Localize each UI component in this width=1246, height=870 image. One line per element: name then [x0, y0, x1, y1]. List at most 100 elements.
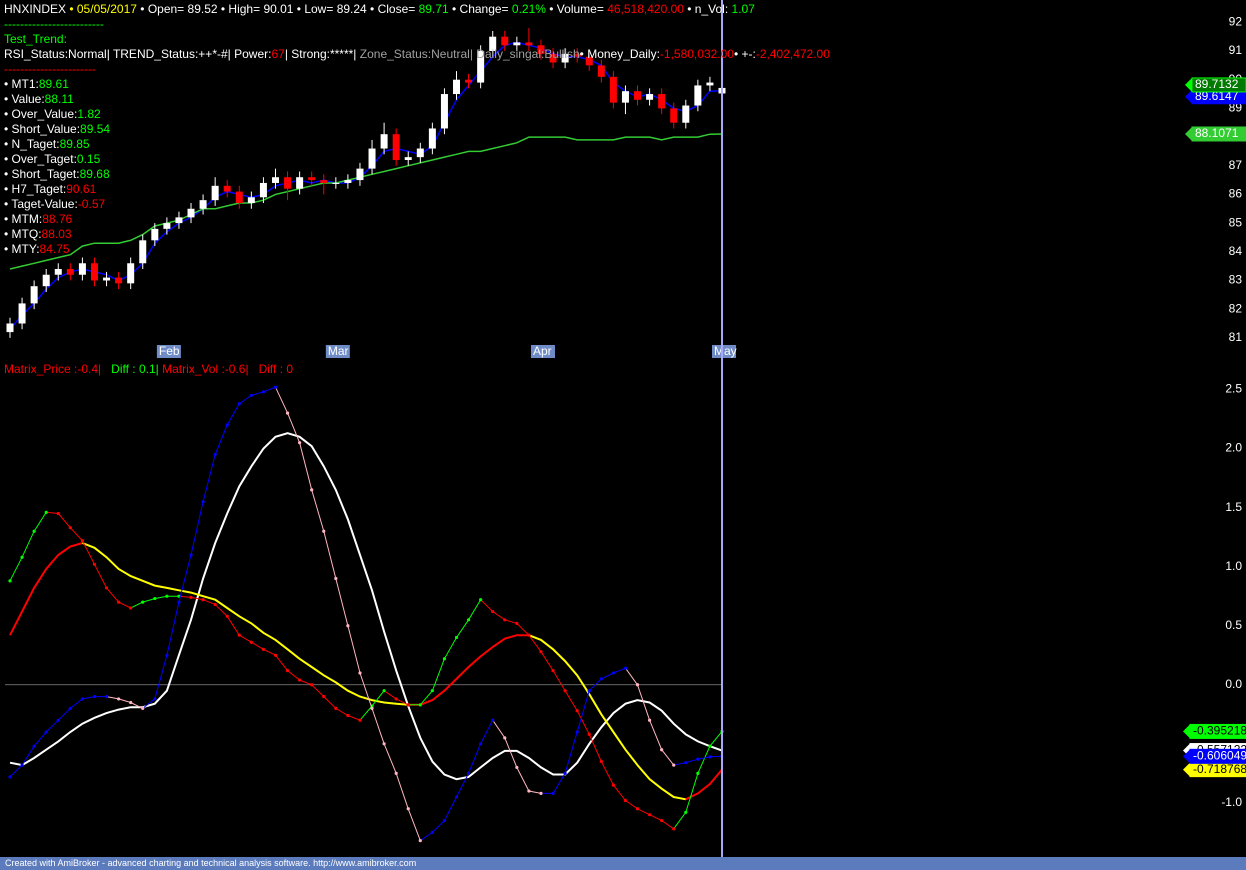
- marker: [599, 759, 603, 764]
- marker: [56, 511, 60, 516]
- indicator-line: [9, 512, 47, 582]
- trend-title: Test_Trend:: [4, 32, 67, 46]
- y-tick-label: -1.0: [1221, 795, 1242, 809]
- marker: [394, 771, 398, 775]
- text-segment: • 05/05/2017: [66, 2, 137, 16]
- text-segment: Zone_Status:Neutral| Daily_singal:Bullis…: [359, 47, 580, 61]
- candle-body: [573, 53, 581, 57]
- marker: [189, 553, 193, 557]
- indicator-item: • Over_Taget:0.15: [4, 152, 100, 166]
- marker: [346, 713, 350, 718]
- marker: [660, 818, 664, 823]
- value-tag-arrow: [1183, 749, 1190, 764]
- indicator-value: 89.54: [80, 122, 111, 136]
- footer: Created with AmiBroker - advanced charti…: [0, 857, 1246, 870]
- candle-body: [332, 182, 340, 184]
- y-tick-label: 0.0: [1225, 677, 1242, 691]
- indicator-value: 89.68: [79, 167, 110, 181]
- marker: [454, 635, 459, 640]
- marker: [44, 510, 48, 514]
- candle-body: [609, 76, 617, 103]
- value-tag-arrow: [1185, 77, 1192, 92]
- marker: [394, 697, 398, 701]
- marker: [189, 595, 193, 599]
- overlay-line: [9, 133, 723, 270]
- indicator-line: [528, 634, 686, 801]
- indicator-value: 88.76: [42, 212, 73, 226]
- marker: [466, 771, 471, 775]
- candle-body: [368, 148, 376, 169]
- text-segment: | Strong:*****|: [284, 47, 360, 61]
- indicator-line: [685, 768, 723, 801]
- y-tick-label: 91: [1229, 43, 1243, 57]
- candle-body: [634, 91, 642, 100]
- text-segment: Matrix_Vol :-0.6|: [158, 362, 249, 376]
- indicator-line: [541, 667, 626, 794]
- marker: [527, 633, 531, 637]
- marker: [672, 827, 676, 831]
- value-tag-label: -0.718768: [1193, 762, 1246, 776]
- value-tag-arrow: [1185, 126, 1192, 141]
- marker: [310, 683, 314, 687]
- marker: [249, 640, 253, 644]
- marker: [684, 761, 688, 765]
- marker: [370, 706, 374, 710]
- text-segment: 89.71: [418, 2, 449, 16]
- indicator-line: [408, 634, 529, 706]
- candle-body: [127, 263, 135, 284]
- y-tick-label: 84: [1229, 244, 1243, 258]
- text-segment: -1,580,032.00: [659, 47, 734, 61]
- marker: [285, 411, 290, 415]
- text-segment: Test_Trend:: [4, 32, 67, 46]
- marker: [165, 653, 169, 657]
- candle-body: [175, 217, 183, 224]
- indicator-label: • Value:: [4, 92, 45, 106]
- indicator-item: • MTY:84.75: [4, 242, 70, 256]
- marker: [611, 671, 615, 675]
- text-segment: 67: [271, 47, 285, 61]
- candle-body: [247, 197, 255, 204]
- candle-body: [296, 177, 304, 189]
- marker: [539, 650, 543, 654]
- indicator-item: • Taget-Value:-0.57: [4, 197, 105, 211]
- marker: [334, 576, 338, 581]
- x-tick-box: [325, 345, 350, 358]
- candle-body: [561, 53, 569, 63]
- candle-body: [187, 208, 195, 218]
- x-tick-label: Mar: [328, 344, 349, 358]
- candle-body: [103, 277, 111, 281]
- x-tick-label: Feb: [159, 344, 180, 358]
- candle-body: [380, 134, 388, 149]
- marker: [285, 668, 290, 673]
- pane-header: Matrix_Price :-0.4| Diff : 0.1| Matrix_V…: [4, 362, 293, 376]
- marker: [322, 694, 326, 699]
- text-segment: 0.21%: [511, 2, 546, 16]
- marker: [430, 689, 434, 693]
- y-tick-label: 92: [1229, 15, 1243, 29]
- marker: [358, 671, 362, 675]
- indicator-label: • Over_Value:: [4, 107, 78, 121]
- candle-body: [344, 180, 352, 183]
- candle-body: [453, 79, 461, 95]
- indicator-item: • Over_Value:1.82: [4, 107, 101, 121]
- marker: [44, 730, 48, 734]
- x-tick-label: Apr: [533, 344, 552, 358]
- indicator-value: 89.85: [59, 137, 90, 151]
- marker: [261, 647, 266, 651]
- marker: [32, 744, 36, 748]
- text-segment: -2,402,472.00: [755, 47, 830, 61]
- marker: [177, 600, 181, 604]
- indicator-label: • MT1:: [4, 77, 39, 91]
- candle-body: [440, 94, 448, 129]
- text-segment: -------------------------: [4, 17, 104, 31]
- marker: [153, 596, 157, 601]
- indicator-value: 88.03: [41, 227, 72, 241]
- marker: [153, 697, 157, 701]
- marker: [201, 598, 205, 602]
- indicator-item: • Short_Value:89.54: [4, 122, 110, 136]
- header-line: HNXINDEX • 05/05/2017 • Open= 89.52 • Hi…: [4, 2, 755, 16]
- candle-body: [525, 42, 533, 46]
- candle-body: [428, 128, 436, 149]
- marker: [273, 653, 278, 657]
- marker: [406, 807, 410, 811]
